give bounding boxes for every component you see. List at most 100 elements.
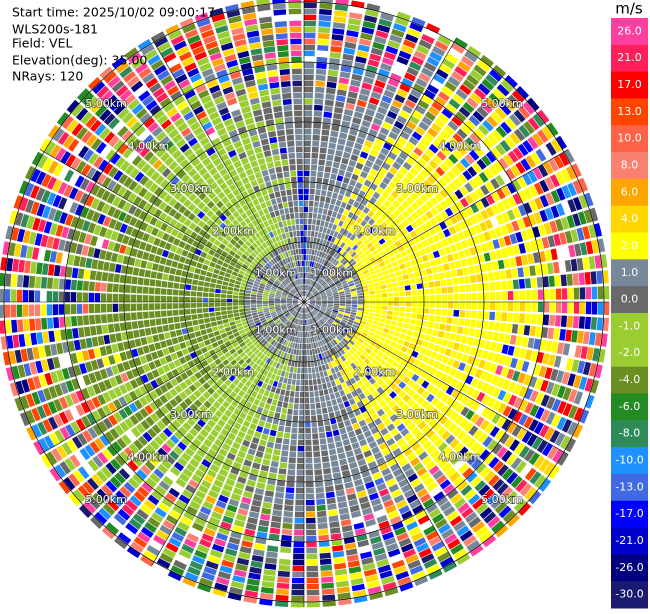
radar-gate (376, 408, 385, 417)
radar-gate (87, 459, 99, 472)
radar-gate (438, 346, 447, 355)
radar-gate (346, 165, 355, 173)
radar-gate (333, 478, 343, 485)
radar-gate (11, 365, 20, 380)
radar-gate (337, 138, 346, 146)
radar-gate (299, 206, 304, 213)
radar-gate (252, 219, 259, 227)
radar-gate (58, 197, 68, 210)
radar-gate (275, 296, 281, 299)
radar-gate (196, 544, 210, 554)
radar-gate (118, 468, 131, 480)
radar-gate (501, 419, 512, 431)
radar-gate (341, 525, 353, 533)
radar-gate (283, 333, 288, 339)
radar-gate (15, 380, 25, 395)
radar-gate (161, 249, 170, 258)
radar-gate (82, 481, 95, 495)
radar-gate (105, 149, 117, 161)
radar-gate (253, 249, 260, 256)
radar-gate (248, 254, 255, 261)
radar-gate (99, 127, 111, 140)
radar-gate (192, 279, 199, 286)
radar-gate (168, 197, 178, 207)
radar-gate (465, 409, 475, 420)
radar-gate (338, 402, 345, 410)
radar-gate (223, 423, 232, 432)
radar-gate (308, 325, 311, 331)
radar-gate (312, 433, 319, 440)
radar-gate (300, 319, 303, 326)
radar-gate (395, 570, 410, 581)
radar-gate (465, 302, 472, 310)
radar-gate (116, 254, 124, 264)
radar-gate (317, 33, 330, 40)
radar-gate (422, 440, 433, 450)
radar-gate (170, 378, 179, 387)
radar-gate (297, 306, 301, 312)
radar-gate (354, 528, 366, 536)
radar-gate (226, 164, 235, 173)
radar-gate (545, 340, 553, 352)
radar-gate (179, 315, 186, 322)
radar-gate (519, 483, 532, 497)
radar-gate (368, 377, 376, 385)
radar-gate (205, 560, 219, 570)
radar-gate (357, 539, 370, 548)
radar-gate (455, 381, 464, 391)
radar-gate (180, 372, 189, 381)
radar-gate (375, 302, 382, 306)
radar-gate (321, 588, 335, 595)
radar-gate (249, 423, 257, 431)
radar-gate (257, 253, 264, 260)
radar-gate (315, 329, 319, 335)
radar-gate (326, 154, 334, 161)
radar-gate (491, 413, 501, 424)
radar-gate (34, 304, 41, 317)
radar-gate (319, 153, 326, 160)
radar-gate (328, 142, 337, 150)
radar-gate (591, 302, 598, 315)
radar-gate (318, 528, 329, 535)
radar-gate (337, 592, 351, 600)
radar-gate (297, 292, 301, 298)
radar-gate (283, 326, 288, 332)
radar-gate (453, 309, 460, 317)
radar-gate (230, 359, 238, 366)
radar-gate (160, 340, 167, 349)
radar-gate (196, 303, 203, 308)
radar-gate (169, 388, 178, 397)
radar-gate (268, 302, 274, 304)
radar-gate (278, 314, 284, 318)
radar-gate (292, 300, 298, 302)
radar-gate (242, 276, 249, 281)
radar-gate (450, 350, 458, 359)
radar-gate (154, 398, 164, 408)
radar-gate (322, 317, 327, 322)
radar-gate (317, 341, 321, 347)
radar-gate (236, 277, 243, 282)
radar-gate (551, 341, 559, 354)
radar-gate (379, 570, 393, 579)
radar-gate (380, 366, 388, 374)
radar-gate (289, 335, 293, 342)
radar-gate (262, 207, 269, 215)
radar-gate (100, 90, 114, 103)
radar-gate (149, 104, 162, 116)
radar-gate (129, 390, 138, 401)
radar-gate (371, 324, 378, 330)
radar-gate (163, 266, 171, 274)
radar-gate (275, 166, 283, 173)
radar-gate (371, 390, 380, 398)
radar-gate (301, 356, 304, 362)
radar-gate (304, 140, 311, 147)
radar-gate (473, 429, 484, 440)
radar-gate (265, 327, 272, 332)
radar-gate (291, 360, 295, 367)
radar-gate (198, 23, 213, 34)
radar-gate (219, 343, 227, 350)
radar-gate (211, 244, 218, 251)
radar-gate (239, 351, 246, 358)
radar-gate (443, 331, 451, 340)
radar-gate (159, 357, 167, 366)
